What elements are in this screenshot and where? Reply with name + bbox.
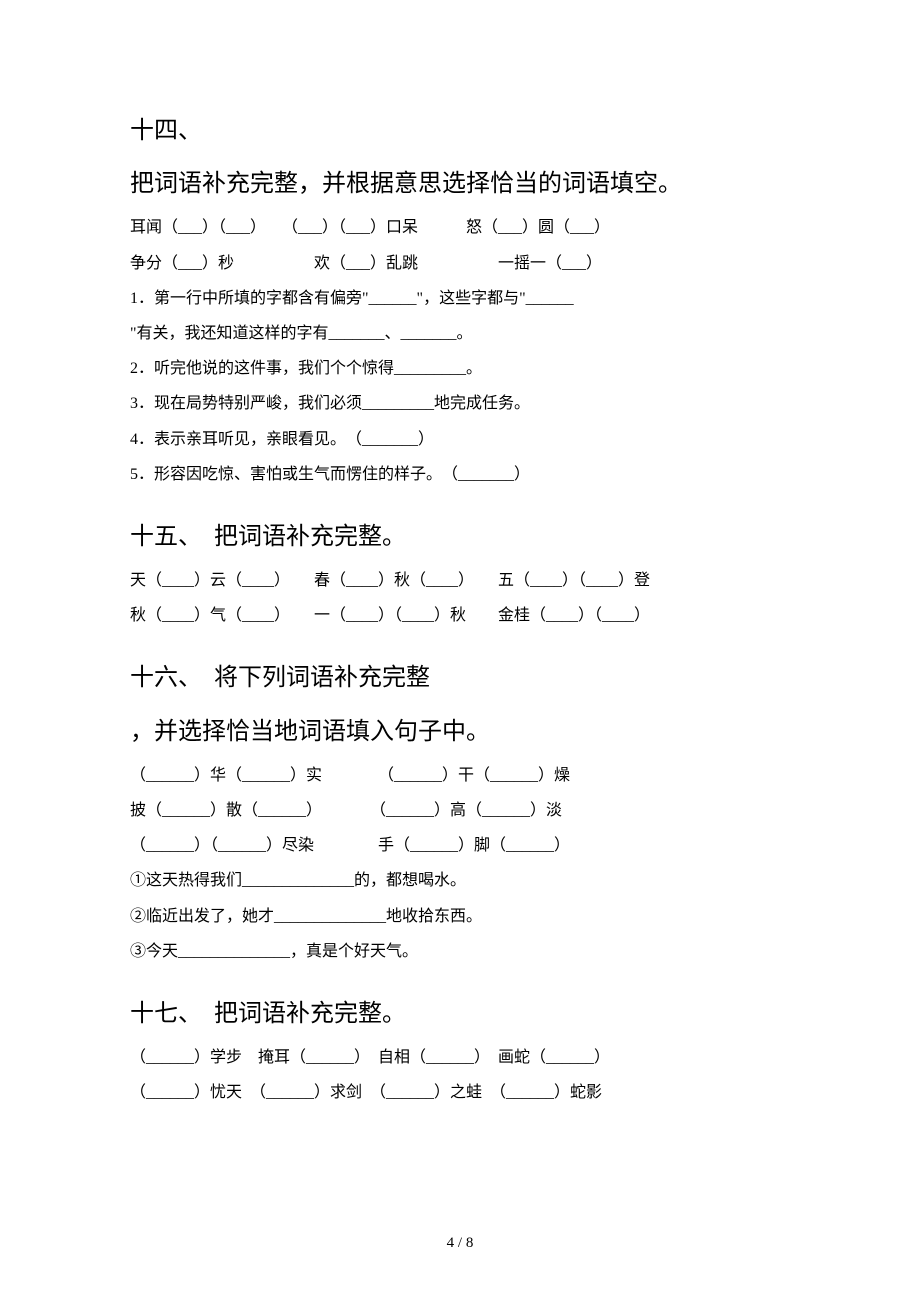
s14-line-0: 耳闻（___）（___） （___）（___）口呆 怒（___）圆（___） <box>130 210 790 245</box>
s14-line-2: 1．第一行中所填的字都含有偏旁"______"，这些字都与"______ <box>130 281 790 316</box>
s16-line-4: ②临近出发了，她才______________地收拾东西。 <box>130 899 790 934</box>
s16-line-5: ③今天______________，真是个好天气。 <box>130 934 790 969</box>
s14-line-3: "有关，我还知道这样的字有_______、_______。 <box>130 316 790 351</box>
s16-line-3: ①这天热得我们______________的，都想喝水。 <box>130 863 790 898</box>
section-16-title2: ，并选择恰当地词语填入句子中。 <box>130 711 790 754</box>
s14-line-6: 4．表示亲耳听见，亲眼看见。 （_______） <box>130 422 790 457</box>
s14-line-4: 2．听完他说的这件事，我们个个惊得_________。 <box>130 351 790 386</box>
section-15-title: 十五、 把词语补充完整。 <box>130 516 790 559</box>
section-16-number: 十六、 将下列词语补充完整 <box>130 657 790 700</box>
s15-line-1: 秋（____）气（____） 一（____）（____）秋 金桂（____）（_… <box>130 598 790 633</box>
s14-line-7: 5．形容因吃惊、害怕或生气而愣住的样子。 （_______） <box>130 457 790 492</box>
s17-line-1: （______）忧天 （______）求剑 （______）之蛙 （______… <box>130 1075 790 1110</box>
section-17-title: 十七、 把词语补充完整。 <box>130 993 790 1036</box>
s16-line-2: （______）（______）尽染 手（______）脚（______） <box>130 828 790 863</box>
s16-line-0: （______）华（______）实 （______）干（______）燥 <box>130 758 790 793</box>
s15-line-0: 天（____）云（____） 春（____）秋（____） 五（____）（__… <box>130 563 790 598</box>
s16-line-1: 披（______）散（______） （______）高（______）淡 <box>130 793 790 828</box>
s14-line-5: 3．现在局势特别严峻，我们必须_________地完成任务。 <box>130 386 790 421</box>
section-14-number: 十四、 <box>130 110 790 153</box>
page-footer: 4 / 8 <box>0 1235 920 1252</box>
s14-line-1: 争分（___）秒 欢（___）乱跳 一摇一（___） <box>130 246 790 281</box>
section-14-title: 把词语补充完整，并根据意思选择恰当的词语填空。 <box>130 163 790 206</box>
page: 十四、 把词语补充完整，并根据意思选择恰当的词语填空。 耳闻（___）（___）… <box>0 0 920 1302</box>
s17-line-0: （______）学步 掩耳（______） 自相（______） 画蛇（____… <box>130 1040 790 1075</box>
